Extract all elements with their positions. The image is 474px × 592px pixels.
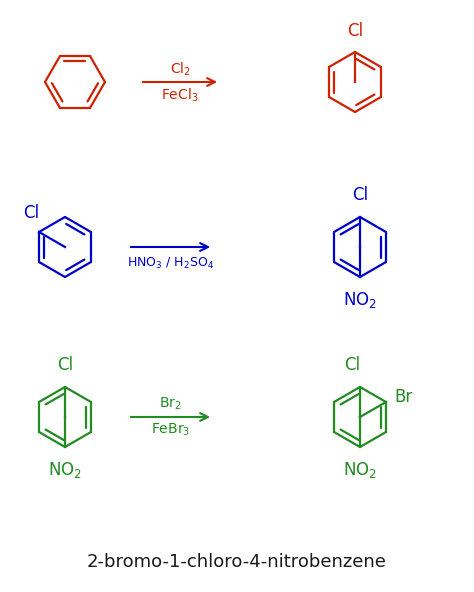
Text: Br$_2$: Br$_2$: [159, 396, 182, 412]
Text: NO$_2$: NO$_2$: [48, 460, 82, 480]
Text: HNO$_3$ / H$_2$SO$_4$: HNO$_3$ / H$_2$SO$_4$: [127, 256, 214, 271]
Text: FeCl$_3$: FeCl$_3$: [161, 86, 199, 104]
Text: NO$_2$: NO$_2$: [343, 290, 377, 310]
Text: Cl$_2$: Cl$_2$: [170, 60, 191, 78]
Text: Cl: Cl: [347, 22, 363, 40]
Text: Cl: Cl: [344, 356, 360, 374]
Text: FeBr$_3$: FeBr$_3$: [151, 422, 190, 438]
Text: 2-bromo-1-chloro-4-nitrobenzene: 2-bromo-1-chloro-4-nitrobenzene: [87, 553, 387, 571]
Text: NO$_2$: NO$_2$: [343, 460, 377, 480]
Text: Cl: Cl: [23, 204, 39, 222]
Text: Br: Br: [395, 388, 413, 406]
Text: Cl: Cl: [352, 186, 368, 204]
Text: Cl: Cl: [57, 356, 73, 374]
